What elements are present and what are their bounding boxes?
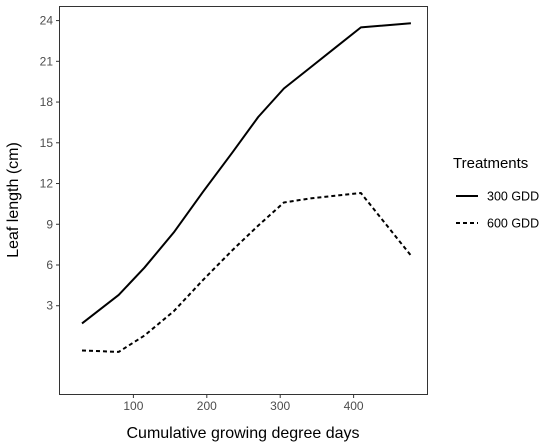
y-tick-label: 18 [40,95,54,109]
x-axis: 100 200 300 400 [123,394,364,413]
y-axis: 3 6 9 12 15 18 21 24 [40,14,60,313]
legend-label: 600 GDD [487,217,539,231]
series-line-600-gdd [81,192,412,353]
x-tick-label: 400 [344,399,364,413]
legend-title: Treatments [453,155,528,172]
x-tick-label: 200 [197,399,217,413]
series-layer [81,22,412,353]
y-tick-label: 21 [40,54,54,68]
y-tick-label: 15 [40,136,54,150]
y-axis-title: Leaf length (cm) [5,142,22,258]
plot-frame [59,6,428,395]
x-tick-label: 100 [123,399,143,413]
y-tick-label: 6 [46,258,53,272]
x-axis-title: Cumulative growing degree days [126,425,359,442]
series-line-300-gdd [81,22,411,325]
y-tick-label: 12 [40,177,54,191]
y-tick-label: 3 [46,299,53,313]
legend: Treatments 300 GDD 600 GDD [453,155,539,231]
legend-label: 300 GDD [487,190,539,204]
y-tick-label: 24 [40,14,54,28]
y-tick-label: 9 [46,217,53,231]
x-tick-label: 300 [270,399,290,413]
